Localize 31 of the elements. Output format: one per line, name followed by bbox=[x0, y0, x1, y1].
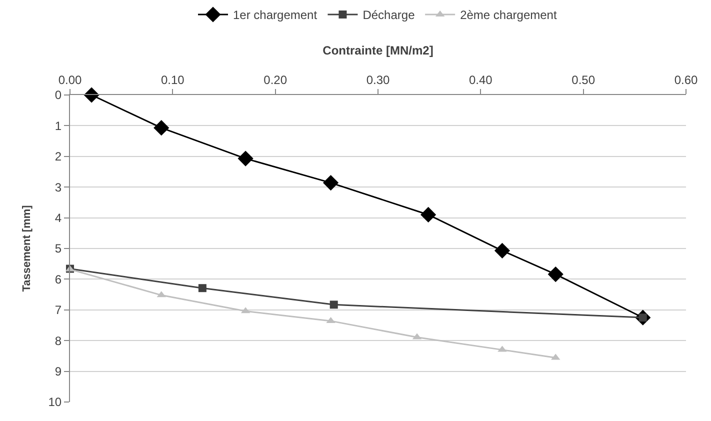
x-tick-label: 0.00 bbox=[58, 73, 82, 88]
legend-label: Décharge bbox=[362, 8, 416, 22]
legend-label: 1er chargement bbox=[233, 8, 318, 22]
y-tick-label: 1 bbox=[54, 118, 62, 133]
y-tick-label: 7 bbox=[54, 303, 62, 318]
x-tick-label: 0.20 bbox=[264, 73, 288, 88]
y-tick-label: 8 bbox=[54, 334, 62, 348]
x-axis-title: Contrainte [MN/m2] bbox=[322, 44, 434, 58]
y-tick-label: 10 bbox=[48, 395, 62, 410]
y-tick-label: 2 bbox=[54, 150, 62, 164]
point bbox=[322, 175, 339, 191]
legend-label: 2ème chargement bbox=[460, 8, 558, 22]
x-tick-label: 0.40 bbox=[468, 73, 493, 88]
point bbox=[420, 206, 436, 223]
point bbox=[198, 284, 206, 292]
y-tick-label: 5 bbox=[54, 242, 62, 256]
point bbox=[548, 266, 564, 282]
point bbox=[238, 150, 254, 166]
point bbox=[154, 120, 170, 136]
x-tick-label: 0.50 bbox=[572, 73, 596, 88]
y-tick-label: 6 bbox=[54, 272, 62, 286]
x-tick-label: 0.30 bbox=[366, 73, 390, 88]
y-tick-label: 0 bbox=[54, 88, 62, 102]
y-tick-label: 3 bbox=[54, 180, 62, 194]
point bbox=[330, 300, 338, 309]
x-tick-label: 0.60 bbox=[674, 73, 698, 88]
y-tick-label: 4 bbox=[54, 211, 62, 225]
y-axis-title: Tassement [mm] bbox=[20, 204, 33, 292]
y-tick-label: 9 bbox=[54, 364, 62, 378]
point bbox=[494, 242, 510, 258]
x-tick-label: 0.10 bbox=[160, 73, 185, 88]
